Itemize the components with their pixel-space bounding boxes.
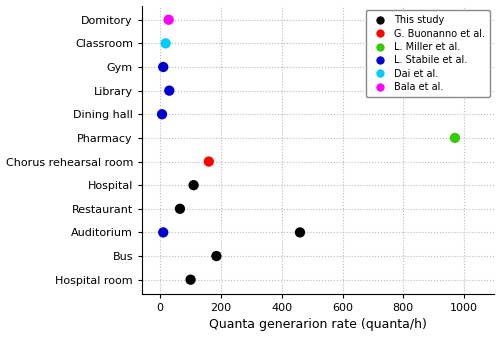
Point xyxy=(451,135,459,141)
Point xyxy=(176,206,184,212)
Point xyxy=(190,182,198,188)
Point xyxy=(166,88,173,93)
Point xyxy=(164,17,172,23)
Point xyxy=(205,159,213,164)
Point xyxy=(159,230,167,235)
Point xyxy=(162,41,170,46)
Point xyxy=(158,112,166,117)
Legend: This study, G. Buonanno et al., L. Miller et al., L. Stabile et al., Dai et al.,: This study, G. Buonanno et al., L. Mille… xyxy=(366,10,490,97)
Point xyxy=(159,64,167,70)
X-axis label: Quanta generarion rate (quanta/h): Quanta generarion rate (quanta/h) xyxy=(210,318,427,332)
Point xyxy=(186,277,194,282)
Point xyxy=(212,253,220,259)
Point xyxy=(296,230,304,235)
